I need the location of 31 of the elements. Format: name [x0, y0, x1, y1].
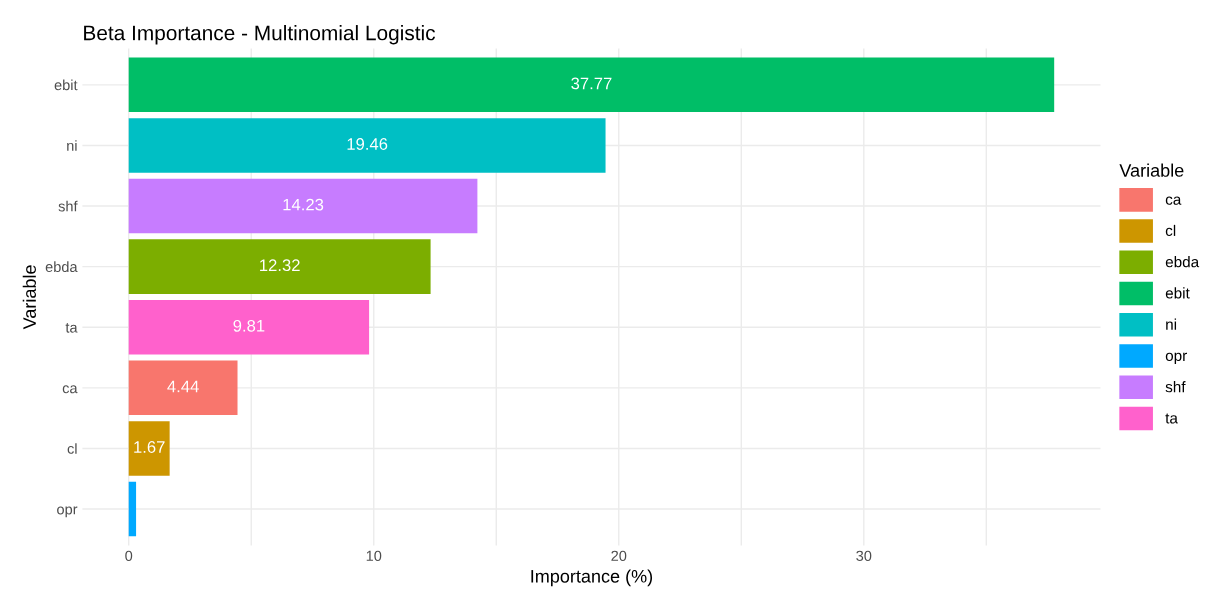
- data-label: 19.46: [347, 138, 388, 150]
- legend-label: ebda: [1165, 256, 1200, 268]
- x-tick-label: 20: [611, 550, 627, 561]
- data-label: 9.81: [233, 319, 265, 332]
- legend-title: Variable: [1119, 163, 1184, 177]
- y-axis-title: Variable: [22, 265, 36, 330]
- y-tick-label: ni: [67, 140, 77, 151]
- x-tick-label: 0: [125, 550, 133, 561]
- y-tick-label: cl: [67, 443, 77, 454]
- legend-label: ca: [1165, 196, 1182, 205]
- legend-label: ebit: [1165, 287, 1190, 299]
- x-axis-title: Importance (%): [531, 569, 653, 587]
- legend-label: shf: [1165, 381, 1186, 393]
- legend-label: cl: [1165, 224, 1176, 237]
- data-label: 1.67: [134, 441, 165, 453]
- data-label: 14.23: [283, 198, 324, 211]
- y-tick-label: ebit: [54, 79, 78, 91]
- y-tick-label: opr: [57, 506, 78, 518]
- chart-title: Beta Importance - Multinomial Logistic: [84, 25, 436, 45]
- data-label: 37.77: [571, 77, 612, 90]
- y-tick-label: ebda: [45, 261, 78, 273]
- x-tick-label: 30: [856, 550, 872, 561]
- legend-label: opr: [1165, 352, 1187, 365]
- legend-label: ta: [1165, 413, 1178, 424]
- legend-label: ni: [1166, 318, 1177, 330]
- y-tick-label: ta: [65, 323, 78, 333]
- y-tick-label: ca: [62, 385, 78, 394]
- x-tick-label: 10: [366, 550, 382, 561]
- data-label: 12.32: [260, 259, 300, 272]
- y-tick-label: shf: [58, 200, 78, 212]
- data-label: 4.44: [167, 380, 199, 393]
